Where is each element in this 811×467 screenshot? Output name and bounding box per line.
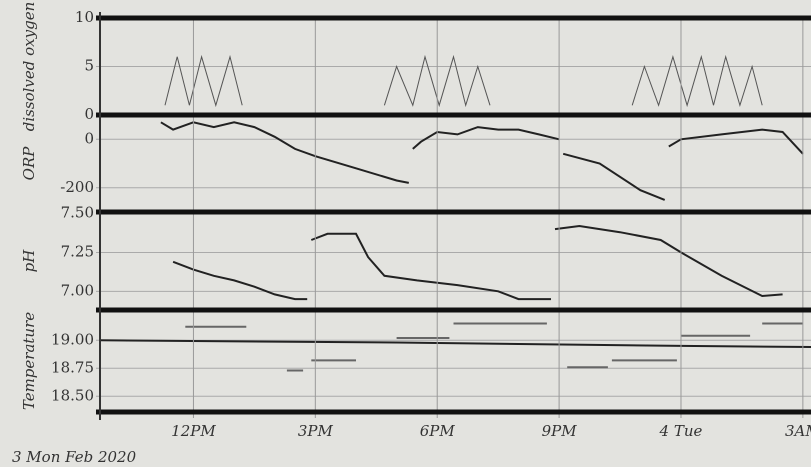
y-axis-label: Temperature [20, 312, 38, 410]
x-tick-label: 6PM [420, 422, 456, 440]
y-tick-label: 5 [84, 57, 94, 75]
y-tick-label: 7.50 [61, 204, 94, 222]
y-tick-label: 18.75 [51, 358, 94, 376]
y-tick-label: 7.00 [61, 281, 94, 299]
y-tick-label: 0 [84, 105, 94, 123]
x-tick-label: 4 Tue [659, 422, 703, 440]
y-tick-label: 10 [75, 8, 94, 26]
y-tick-label: 0 [84, 129, 94, 147]
y-tick-label: 18.50 [51, 386, 94, 404]
y-tick-label: 7.25 [61, 242, 94, 260]
line [185, 322, 803, 372]
x-tick-label: 12PM [171, 422, 216, 440]
y-axis-label: ORP [20, 146, 38, 181]
x-axis-label: 3 Mon Feb 2020 [12, 448, 137, 466]
y-axis-label: dissolved oxygen [20, 2, 38, 131]
x-tick-label: 3AM [785, 422, 811, 440]
x-tick-label: 9PM [542, 422, 578, 440]
y-tick-label: 19.00 [51, 330, 94, 348]
line [160, 121, 804, 201]
line [164, 54, 763, 108]
y-axis-label: pH [20, 249, 38, 273]
y-tick-label: -200 [60, 178, 94, 196]
x-tick-label: 3PM [298, 422, 334, 440]
line [100, 339, 811, 348]
